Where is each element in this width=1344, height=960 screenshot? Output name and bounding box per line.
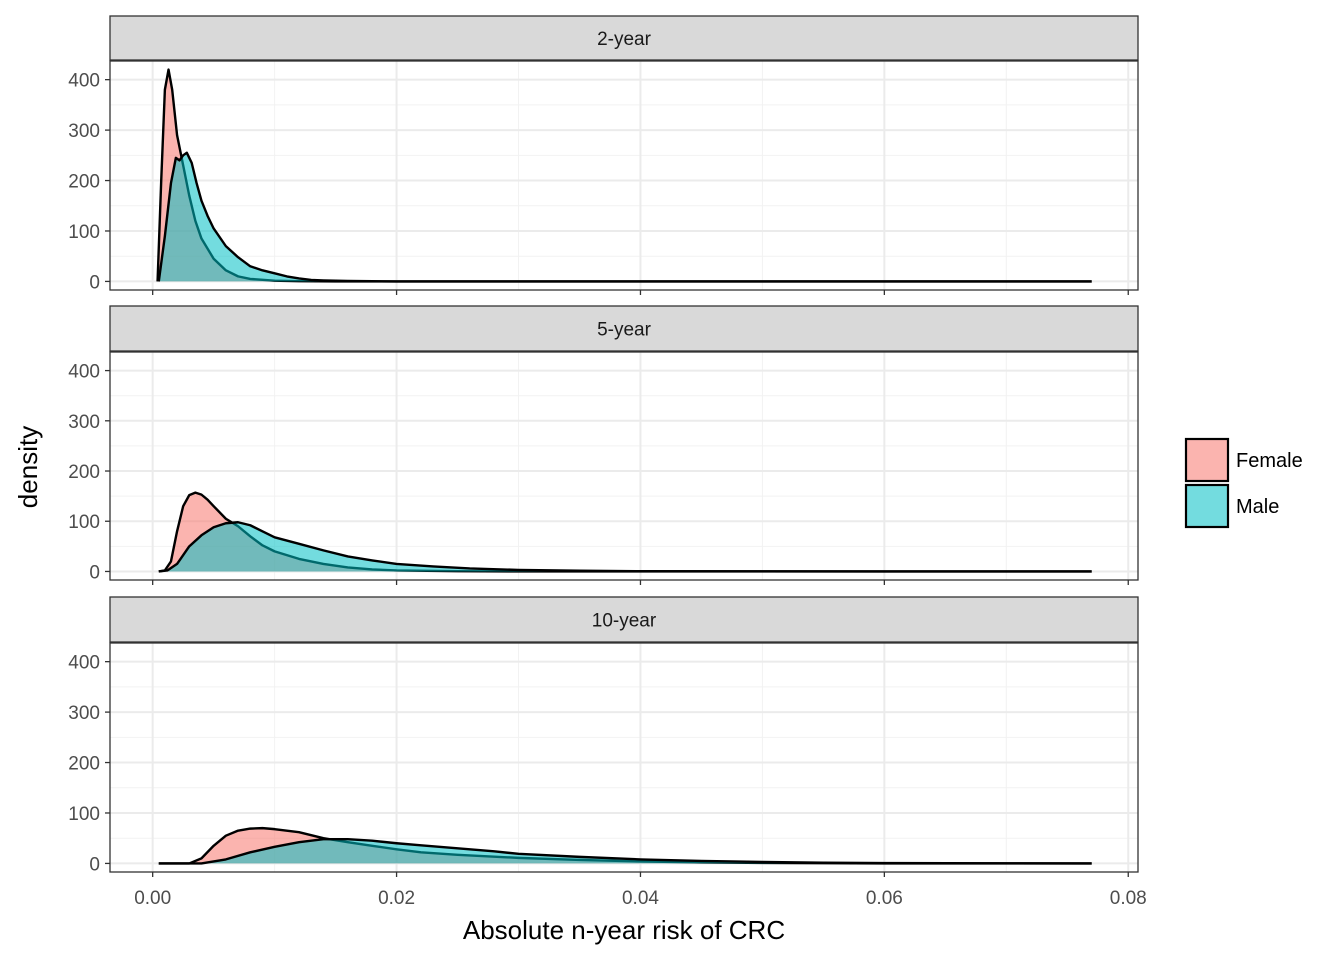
y-tick-label: 0 xyxy=(89,562,100,583)
density-area-male xyxy=(158,839,1092,864)
x-tick-label: 0.08 xyxy=(1110,888,1147,909)
y-tick-label: 0 xyxy=(89,272,100,293)
y-tick-label: 300 xyxy=(68,121,100,142)
y-axis-title: density xyxy=(13,426,43,508)
legend-label: Male xyxy=(1236,496,1279,518)
y-tick-label: 300 xyxy=(68,412,100,433)
y-tick-label: 200 xyxy=(68,172,100,193)
y-tick-label: 400 xyxy=(68,653,100,674)
legend-item-female: Female xyxy=(1184,437,1303,483)
panel-background xyxy=(110,61,1138,290)
legend: Female Male xyxy=(1184,437,1303,529)
y-tick-label: 200 xyxy=(68,462,100,483)
facet-strip xyxy=(109,596,1139,643)
density-line-male xyxy=(157,151,1092,283)
panel-border xyxy=(109,642,1139,873)
y-tick-label: 300 xyxy=(68,703,100,724)
facet-strip-label: 10-year xyxy=(592,611,657,632)
density-area-male xyxy=(158,152,1092,282)
y-tick-label: 100 xyxy=(68,222,100,243)
y-tick-label: 100 xyxy=(68,804,100,825)
x-tick-label: 0.00 xyxy=(134,888,171,909)
panel-border xyxy=(109,351,1139,581)
legend-label: Female xyxy=(1236,450,1303,472)
facet-strip xyxy=(109,15,1139,61)
panel-border xyxy=(109,60,1139,291)
legend-key-female xyxy=(1184,437,1230,483)
x-axis-title: Absolute n-year risk of CRC xyxy=(463,915,785,945)
facet-strip-label: 5-year xyxy=(597,320,652,341)
density-line-male xyxy=(158,521,1092,573)
facet-strip xyxy=(109,305,1139,352)
y-tick-label: 100 xyxy=(68,512,100,533)
y-tick-label: 400 xyxy=(68,362,100,383)
x-tick-label: 0.02 xyxy=(378,888,415,909)
density-line-male xyxy=(158,838,1092,865)
facet-panels: 2-year01002003004005-year010020030040010… xyxy=(68,15,1147,909)
legend-key-male xyxy=(1184,483,1230,529)
facet-panel-10-year: 10-year 0 100 200 300 400 0.00 0.02 0.04 0.06 0.08 xyxy=(68,596,1147,909)
y-tick-label: 400 xyxy=(68,71,100,92)
facet-panel-2-year: 2-year 0 100 200 300 400 xyxy=(68,15,1139,295)
y-tick-label: 0 xyxy=(89,854,100,875)
facet-strip-label: 2-year xyxy=(597,29,652,50)
legend-item-male: Male xyxy=(1184,483,1279,529)
facet-panel-5-year: 5-year 0 100 200 300 400 xyxy=(68,305,1139,585)
y-tick-label: 200 xyxy=(68,754,100,775)
x-tick-label: 0.06 xyxy=(866,888,903,909)
x-tick-label: 0.04 xyxy=(622,888,659,909)
